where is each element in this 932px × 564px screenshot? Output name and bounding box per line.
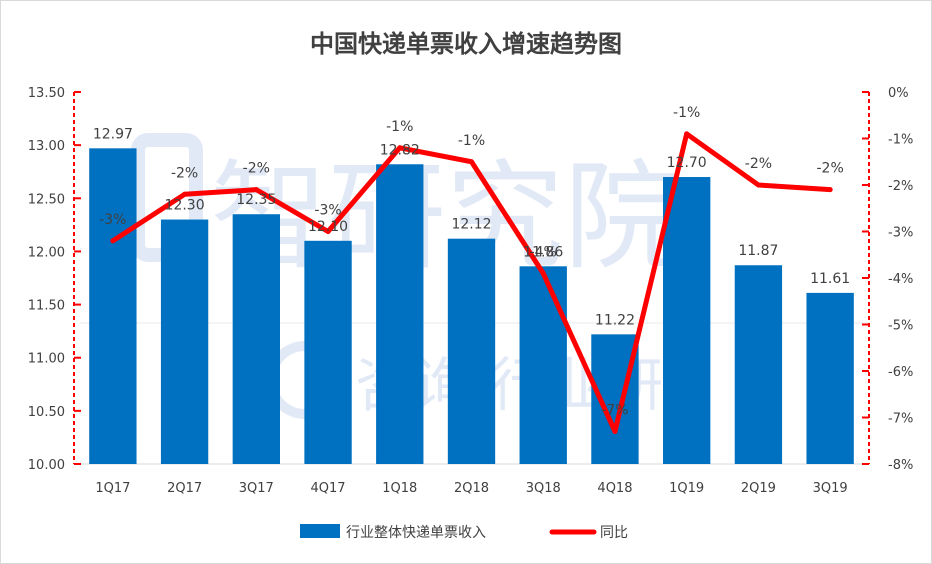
bar-value-label: 12.10: [308, 219, 348, 235]
x-tick-label: 3Q17: [239, 481, 274, 496]
y-left-tick-label: 11.50: [28, 299, 65, 314]
line-value-label: -1%: [386, 119, 413, 135]
y-left-tick-label: 10.00: [28, 458, 65, 473]
bar-value-label: 12.97: [93, 126, 133, 142]
bar-value-label: 12.35: [236, 192, 276, 208]
line-value-label: -2%: [745, 156, 772, 172]
legend-label-bar: 行业整体快递单票收入: [346, 525, 486, 541]
y-right-tick-label: -4%: [888, 272, 913, 287]
axes: 10.00 10.50 11.00 11.50 12.00 12.50 13.00 13.50…: [28, 86, 914, 496]
bar-value-label: 11.22: [595, 312, 635, 328]
y-left-tick-label: 10.50: [28, 405, 65, 420]
bar: [89, 148, 137, 464]
y-right-tick-label: -8%: [888, 458, 913, 473]
svg-text:智研究院: 智研究院: [210, 148, 682, 286]
legend: 行业整体快递单票收入 同比: [300, 524, 628, 541]
x-tick-label: 1Q18: [382, 481, 417, 496]
y-left-tick-label: 12.50: [28, 192, 65, 207]
line-point: [397, 145, 403, 151]
bar: [447, 238, 496, 464]
x-tick-label: 1Q19: [669, 481, 704, 496]
y-right-tick-label: 0%: [888, 86, 909, 101]
bar-value-label: 12.82: [380, 142, 420, 158]
y-right-tick-label: -2%: [888, 179, 913, 194]
chart-title: 中国快递单票收入增速趋势图: [310, 30, 622, 58]
line-point: [110, 238, 116, 244]
line-point: [182, 191, 188, 197]
bar-series: [89, 148, 854, 464]
bar-value-label: 11.86: [523, 244, 563, 260]
y-left-tick-label: 13.50: [28, 86, 65, 101]
y-right-tick-label: -5%: [888, 319, 913, 334]
x-tick-label: 2Q19: [741, 481, 776, 496]
bar-value-label: 11.61: [810, 271, 850, 287]
bar: [232, 214, 280, 464]
x-tick-label: 2Q17: [167, 481, 202, 496]
y-right-tick-label: -1%: [888, 133, 913, 148]
x-tick-label: 4Q18: [597, 481, 632, 496]
bar-value-label: 12.30: [165, 198, 205, 214]
x-tick-label: 1Q17: [95, 481, 130, 496]
bar: [304, 240, 352, 464]
line-value-label: -2%: [817, 161, 844, 177]
line-point: [755, 182, 761, 188]
line-point: [827, 187, 833, 193]
bar: [806, 292, 854, 464]
y-left-tick-label: 11.00: [28, 352, 65, 367]
bar: [519, 266, 567, 464]
y-right-tick-label: -6%: [888, 365, 913, 380]
bar-value-label: 12.12: [451, 217, 491, 233]
bar: [663, 177, 711, 464]
data-labels: 12.97 12.30 12.35 12.10 12.82 12.12 11.86 11.22…: [93, 105, 850, 419]
line-point: [684, 131, 690, 137]
x-tick-label: 3Q19: [813, 481, 848, 496]
line-point: [612, 428, 618, 434]
y-left-tick-label: 13.00: [28, 139, 65, 154]
line-series: [110, 131, 833, 434]
x-tick-label: 2Q18: [454, 481, 489, 496]
legend-swatch-bar: [300, 524, 340, 538]
bar-value-label: 11.87: [738, 243, 778, 259]
line-value-label: -1%: [673, 105, 700, 121]
line-value-label: -1%: [458, 133, 485, 149]
line-point: [253, 187, 259, 193]
line-value-label: -4%: [530, 244, 557, 260]
y-right-tick-label: -3%: [888, 226, 913, 241]
line-value-label: -2%: [171, 165, 198, 181]
bar: [160, 219, 209, 464]
line-value-label: -7%: [601, 402, 628, 418]
y-left-tick-label: 12.00: [28, 245, 65, 260]
line-value-label: -2%: [243, 161, 270, 177]
line-point: [469, 159, 474, 165]
line-value-label: -3%: [99, 212, 126, 228]
line-point: [325, 229, 331, 234]
x-tick-label: 4Q17: [311, 481, 346, 496]
line-value-label: -3%: [314, 203, 341, 219]
line-point: [540, 270, 546, 276]
x-tick-label: 3Q18: [526, 481, 561, 496]
y-right-tick-label: -7%: [888, 412, 913, 427]
bar: [376, 164, 424, 464]
bar: [734, 265, 783, 464]
legend-label-line: 同比: [600, 525, 628, 541]
bar-value-label: 12.70: [667, 155, 707, 171]
